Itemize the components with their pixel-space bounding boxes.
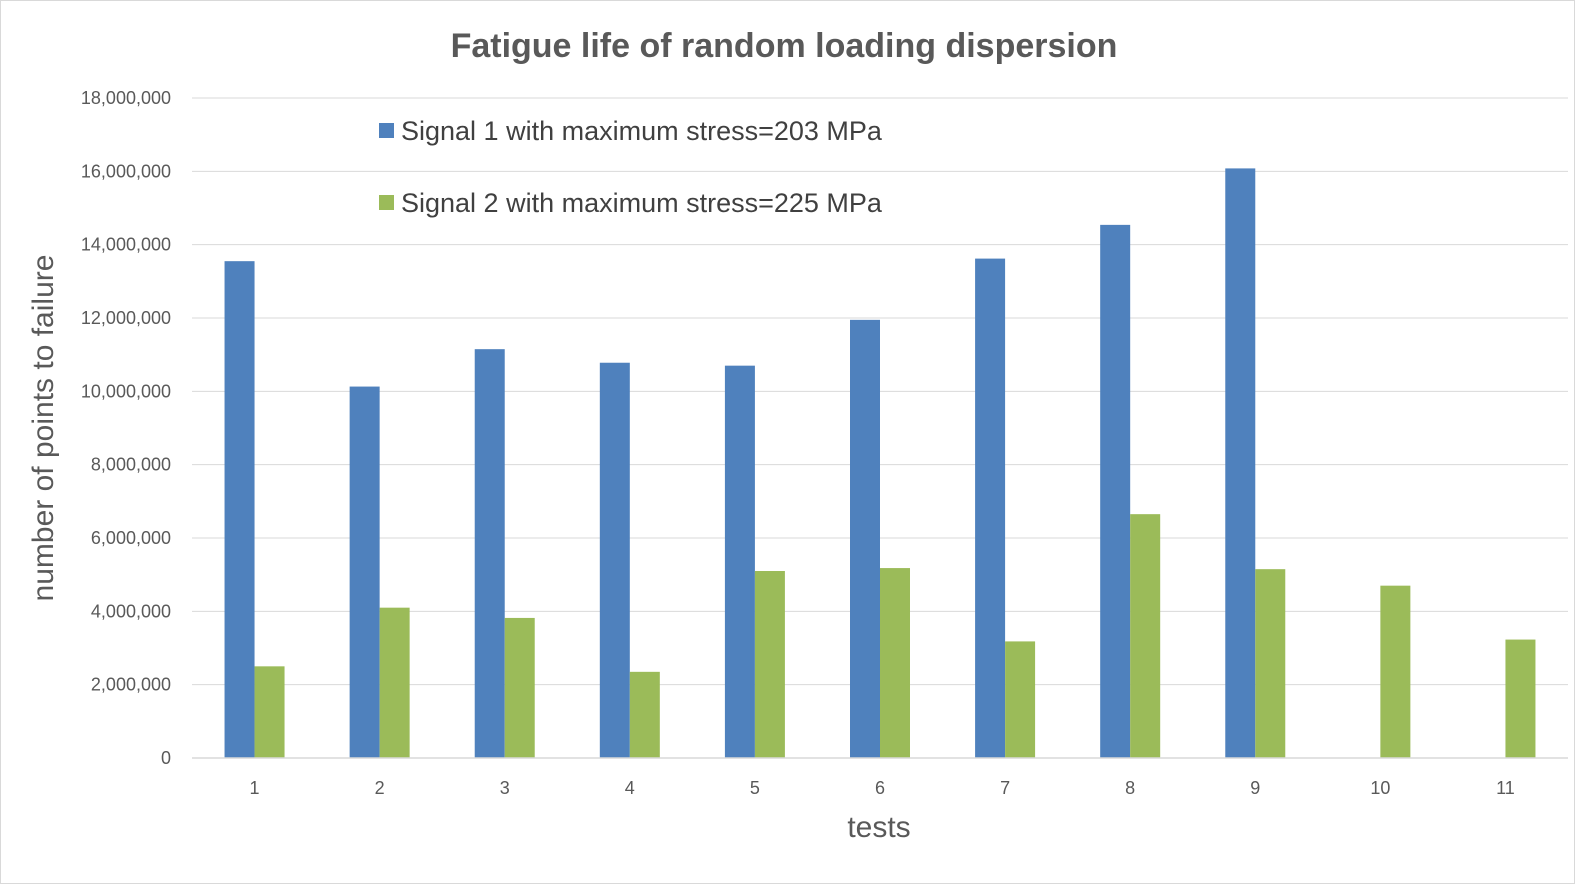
bar-series-2-test-3 <box>504 617 535 758</box>
bar-series-1-test-2 <box>349 386 380 758</box>
x-tick-label: 6 <box>875 778 885 798</box>
x-tick-label: 2 <box>375 778 385 798</box>
legend-swatch <box>379 123 394 138</box>
bar-series-2-test-2 <box>379 607 410 758</box>
bar-series-2-test-4 <box>629 671 660 758</box>
x-tick-label: 1 <box>250 778 260 798</box>
bar-series-1-test-8 <box>1100 224 1131 758</box>
y-tick-label: 6,000,000 <box>91 528 171 548</box>
bar-series-2-test-10 <box>1380 585 1411 758</box>
legend-label: Signal 1 with maximum stress=203 MPa <box>401 116 883 146</box>
x-tick-label: 9 <box>1250 778 1260 798</box>
bar-series-1-test-6 <box>850 319 880 758</box>
y-tick-label: 4,000,000 <box>91 601 171 621</box>
x-tick-label: 3 <box>500 778 510 798</box>
y-tick-label: 18,000,000 <box>81 88 171 108</box>
x-tick-label: 8 <box>1125 778 1135 798</box>
x-tick-label: 4 <box>625 778 635 798</box>
bar-series-2-test-8 <box>1130 514 1161 758</box>
bar-series-1-test-5 <box>724 365 755 758</box>
y-tick-label: 0 <box>161 748 171 768</box>
x-tick-label: 7 <box>1000 778 1010 798</box>
bar-series-2-test-7 <box>1005 641 1036 758</box>
y-axis-label: number of points to failure <box>27 255 60 602</box>
bar-series-1-test-3 <box>474 349 505 758</box>
x-tick-label: 5 <box>750 778 760 798</box>
x-tick-label: 10 <box>1370 778 1390 798</box>
bar-series-1-test-4 <box>599 362 630 758</box>
y-tick-label: 8,000,000 <box>91 455 171 475</box>
y-tick-label: 2,000,000 <box>91 675 171 695</box>
legend: Signal 1 with maximum stress=203 MPa Sign… <box>379 116 883 218</box>
legend-label: Signal 2 with maximum stress=225 MPa <box>401 188 883 218</box>
x-axis-ticks: 1 2 3 4 5 6 7 8 9 10 11 <box>250 778 1515 798</box>
chart-title: Fatigue life of random loading dispersio… <box>451 27 1118 65</box>
bar-series-2-test-5 <box>754 571 785 758</box>
y-tick-label: 14,000,000 <box>81 235 171 255</box>
legend-swatch <box>379 195 394 210</box>
x-tick-label: 11 <box>1496 778 1515 798</box>
y-tick-label: 12,000,000 <box>81 308 171 328</box>
bar-series-1-test-9 <box>1225 168 1256 758</box>
y-tick-label: 10,000,000 <box>81 381 171 401</box>
bar-series-2-test-1 <box>254 666 285 758</box>
bar-series-1-test-1 <box>224 261 255 758</box>
y-axis-ticks: 0 2,000,000 4,000,000 6,000,000 8,000,000 10,… <box>81 88 171 768</box>
bar-series-1-test-7 <box>975 258 1006 758</box>
bars <box>224 168 1536 758</box>
x-axis-label: tests <box>847 811 910 844</box>
bar-series-2-test-11 <box>1505 639 1536 758</box>
y-tick-label: 16,000,000 <box>81 161 171 181</box>
bar-series-2-test-6 <box>880 568 910 758</box>
bar-series-2-test-9 <box>1255 569 1286 758</box>
